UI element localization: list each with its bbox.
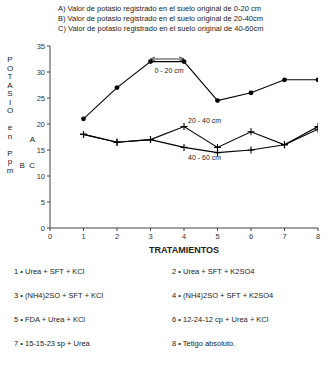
annotation: A	[30, 135, 36, 144]
x-tick	[150, 228, 151, 231]
plot-area	[80, 59, 318, 156]
point	[215, 98, 220, 103]
x-tick-label: 6	[249, 232, 253, 241]
point	[182, 59, 187, 64]
point	[147, 136, 154, 143]
y-tick	[47, 176, 50, 177]
title: C) Valor de potasio registrado en el sue…	[58, 24, 263, 33]
y-tick	[47, 202, 50, 203]
y-label-char: m	[7, 166, 14, 175]
series-line	[84, 62, 319, 119]
x-tick-label: 0	[48, 232, 52, 241]
y-tick-label: 25	[37, 94, 45, 103]
point	[147, 136, 154, 143]
series-line	[84, 127, 319, 148]
annotation: B C	[19, 161, 35, 170]
note: 5 • FDA + Urea + KCl	[14, 315, 85, 324]
x-tick	[217, 228, 218, 231]
y-tick-label: 30	[37, 68, 45, 77]
y-tick-label: 10	[37, 172, 45, 181]
note: 4 • (NH4)2SO + SFT + K2SO4	[172, 291, 273, 300]
series-label: 0 - 20 cm	[155, 67, 184, 74]
point	[114, 139, 121, 146]
series-line	[84, 129, 319, 152]
point	[281, 141, 288, 148]
x-tick	[83, 228, 84, 231]
point	[249, 90, 254, 95]
point	[148, 59, 153, 64]
point	[114, 139, 121, 146]
title: B) Valor de potasio registrado en el sue…	[58, 14, 263, 23]
x-tick-label: 2	[115, 232, 119, 241]
x-tick-label: 3	[148, 232, 152, 241]
point	[81, 116, 86, 121]
point	[181, 144, 188, 151]
x-tick-label: 5	[215, 232, 219, 241]
y-tick	[47, 150, 50, 151]
x-tick	[184, 228, 185, 231]
point	[316, 77, 318, 82]
annotation-arrow	[151, 59, 185, 60]
x-tick	[318, 228, 319, 231]
note: 6 • 12-24-12 cp + Urea + KCl	[172, 315, 269, 324]
y-tick-label: 5	[41, 198, 45, 207]
x-tick	[251, 228, 252, 231]
point	[80, 131, 87, 138]
series-label: 40 - 60 cm	[188, 154, 221, 161]
point	[315, 126, 319, 133]
y-label: POTASIO en Ppm	[7, 55, 14, 175]
y-tick	[47, 46, 50, 47]
note: 3 • (NH4)2SO + SFT + KCl	[14, 291, 104, 300]
x-label: TRATAMIENTOS	[149, 245, 219, 255]
point	[248, 128, 255, 135]
x-tick	[284, 228, 285, 231]
point	[248, 147, 255, 154]
point	[281, 141, 288, 148]
y-tick	[47, 98, 50, 99]
y-tick	[47, 72, 50, 73]
title: A) Valor de potasio registrado en el sue…	[58, 4, 261, 13]
series-label: 20 - 40 cm	[188, 117, 221, 124]
point	[115, 85, 120, 90]
y-tick-label: 20	[37, 120, 45, 129]
point	[80, 131, 87, 138]
x-tick	[50, 228, 51, 231]
y-tick-label: 0	[41, 224, 45, 233]
note: 1 • Urea + SFT + KCl	[14, 267, 85, 276]
point	[181, 123, 188, 130]
y-tick	[47, 124, 50, 125]
note: 8 • Tetigo absoluto.	[172, 339, 235, 348]
x-tick	[117, 228, 118, 231]
point	[282, 77, 287, 82]
x-tick-label: 8	[316, 232, 320, 241]
note: 2 • Urea + SFT + K2SO4	[172, 267, 255, 276]
y-tick-label: 35	[37, 42, 45, 51]
x-tick-label: 4	[182, 232, 186, 241]
y-axis	[50, 46, 51, 228]
x-tick-label: 1	[81, 232, 85, 241]
chart: A) Valor de potasio registrado en el sue…	[0, 0, 332, 374]
y-tick-label: 15	[37, 146, 45, 155]
note: 7 • 15-15-23 sp + Urea	[14, 339, 91, 348]
x-tick-label: 7	[282, 232, 286, 241]
